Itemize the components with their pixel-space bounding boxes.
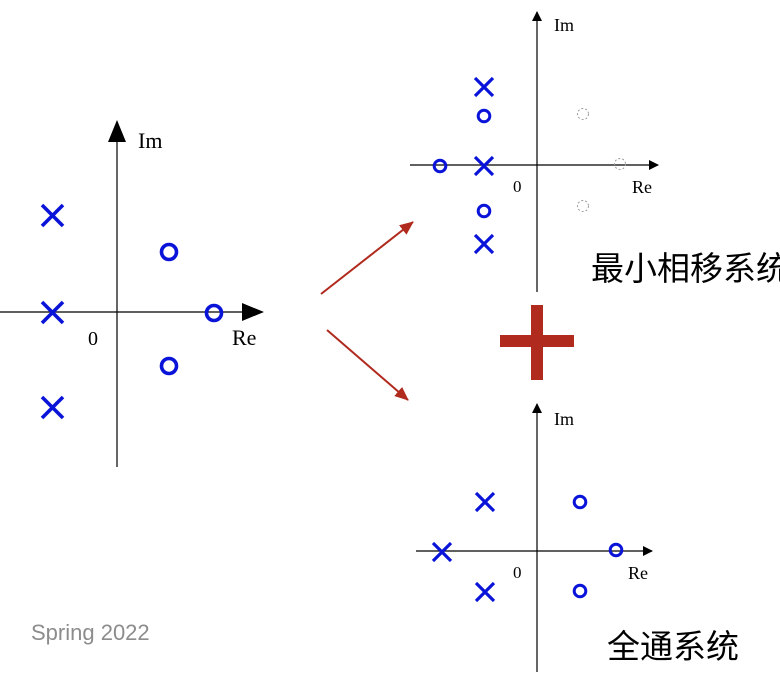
pole-marker bbox=[473, 76, 495, 98]
pole-marker bbox=[474, 491, 496, 513]
all-pass-system-label: 全通系统 bbox=[607, 627, 739, 666]
original-re-label: Re bbox=[232, 325, 256, 350]
pole-marker bbox=[431, 541, 453, 563]
pole-marker bbox=[40, 395, 65, 420]
all-pass-origin-label: 0 bbox=[513, 563, 522, 582]
zero-marker bbox=[572, 583, 588, 599]
pole-marker bbox=[40, 203, 65, 228]
all-pass-re-label: Re bbox=[628, 563, 648, 583]
zero-marker bbox=[476, 203, 492, 219]
minimum-phase-system-label: 最小相移系统 bbox=[591, 249, 780, 288]
original-im-label: Im bbox=[138, 128, 162, 153]
zero-marker bbox=[204, 303, 224, 323]
minimum-phase-plot: Im Re 0 bbox=[410, 11, 659, 292]
arrow-to-minimum-phase bbox=[320, 221, 414, 295]
all-pass-plot: Im Re 0 bbox=[416, 403, 653, 672]
all-pass-im-label: Im bbox=[554, 409, 574, 429]
minimum-phase-origin-label: 0 bbox=[513, 177, 522, 196]
zero-marker bbox=[159, 242, 179, 262]
minimum-phase-re-label: Re bbox=[632, 177, 652, 197]
pole-marker bbox=[474, 581, 496, 603]
zero-marker bbox=[572, 494, 588, 510]
arrow-to-all-pass bbox=[326, 329, 409, 401]
zero-marker bbox=[608, 542, 624, 558]
zero-marker bbox=[432, 158, 448, 174]
original-plot: Im Re 0 bbox=[0, 120, 264, 467]
pole-marker bbox=[473, 155, 495, 177]
footer-date: Spring 2022 bbox=[31, 620, 150, 645]
original-origin-label: 0 bbox=[88, 328, 98, 350]
plus-icon bbox=[500, 305, 574, 380]
reflected-zero-ghost-marker bbox=[577, 108, 589, 120]
reflected-zero-ghost-marker bbox=[577, 200, 589, 212]
reflected-zero-ghost-marker bbox=[614, 158, 626, 170]
zero-marker bbox=[476, 108, 492, 124]
pole-marker bbox=[473, 233, 495, 255]
zero-marker bbox=[159, 356, 179, 376]
minimum-phase-im-label: Im bbox=[554, 15, 574, 35]
pole-marker bbox=[40, 300, 65, 325]
